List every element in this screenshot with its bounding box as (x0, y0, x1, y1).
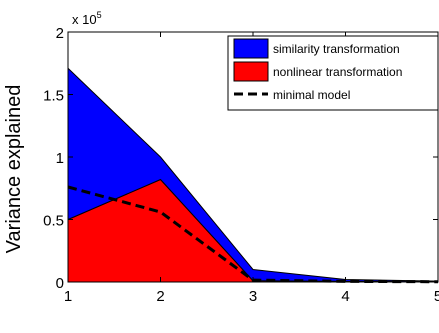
y-tick-label: 0 (56, 275, 64, 292)
legend-label-similarity-transformation: similarity transformation (273, 42, 400, 56)
y-tick-label: 1.5 (43, 88, 64, 105)
y-exponent-base: x 10 (72, 12, 97, 27)
y-axis-label: Variance explained (3, 85, 25, 254)
legend-swatch-similarity-transformation (233, 38, 269, 59)
y-tick-label: 2 (56, 25, 64, 42)
x-tick-label: 4 (341, 288, 349, 305)
legend-label-minimal-model: minimal model (273, 88, 350, 102)
legend: similarity transformation nonlinear trans… (227, 35, 439, 111)
x-tick-label: 5 (434, 288, 439, 305)
x-tick-label: 1 (64, 288, 72, 305)
legend-label-nonlinear-transformation: nonlinear transformation (273, 65, 402, 79)
y-tick-label: 0.5 (43, 213, 64, 230)
y-exponent-power: 5 (97, 10, 102, 20)
y-tick-label: 1 (56, 150, 64, 167)
tick-layer: 1 2 3 4 5 0 0.5 1 1.5 2 (43, 25, 439, 305)
x-tick-label: 3 (249, 288, 257, 305)
x-tick-label: 2 (156, 288, 164, 305)
y-exponent-label: x 105 (72, 10, 102, 27)
legend-swatch-nonlinear-transformation (233, 61, 269, 82)
